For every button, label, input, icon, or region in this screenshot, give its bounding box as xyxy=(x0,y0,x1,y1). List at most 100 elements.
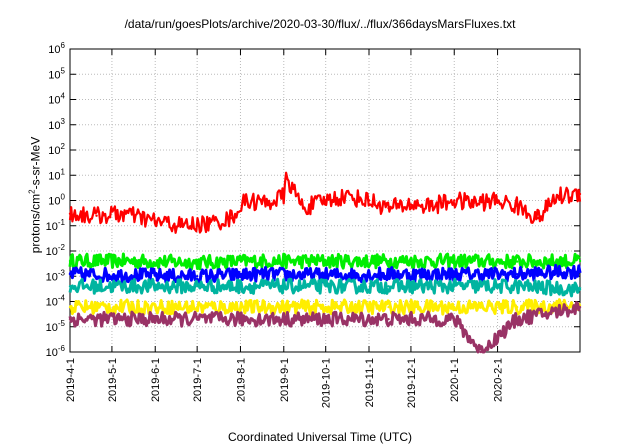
data-point xyxy=(387,305,390,309)
data-point xyxy=(258,305,262,309)
data-point xyxy=(195,317,199,321)
data-point xyxy=(515,305,519,309)
x-tick-label: 2019-6-1 xyxy=(150,358,162,402)
data-point xyxy=(95,214,98,217)
data-point xyxy=(130,274,133,277)
data-point xyxy=(195,261,199,264)
y-tick-label: 105 xyxy=(48,66,65,81)
x-tick-label: 2020-1-1 xyxy=(449,358,461,402)
data-point xyxy=(68,285,72,288)
data-point xyxy=(258,259,262,263)
x-tick-label: 2019-5-1 xyxy=(107,358,119,402)
data-point xyxy=(387,259,390,263)
data-point xyxy=(453,285,456,288)
data-point xyxy=(68,317,72,321)
data-point xyxy=(387,317,390,321)
y-tick-label: 100 xyxy=(48,193,65,208)
series-line xyxy=(69,298,581,316)
data-point xyxy=(68,212,72,215)
data-point xyxy=(324,274,327,277)
data-point xyxy=(387,285,390,288)
data-point xyxy=(68,259,72,263)
y-tick-label: 102 xyxy=(48,142,65,157)
data-point xyxy=(578,305,582,309)
x-tick-label: 2019-7-1 xyxy=(192,358,204,402)
y-tick-label: 10-4 xyxy=(46,294,66,309)
data-point xyxy=(536,216,540,220)
data-point xyxy=(556,194,559,198)
data-point xyxy=(578,288,582,291)
series-line xyxy=(68,301,581,354)
data-point xyxy=(258,317,262,321)
x-tick-label: 2019-8-1 xyxy=(235,358,247,402)
data-point xyxy=(515,204,519,208)
data-point xyxy=(68,305,72,309)
data-point xyxy=(324,199,327,202)
series-line xyxy=(68,171,582,234)
x-tick-label: 2019-11-1 xyxy=(364,358,376,407)
data-point xyxy=(195,305,199,309)
data-point xyxy=(578,259,582,263)
y-tick-label: 10-1 xyxy=(46,218,66,233)
data-point xyxy=(453,259,456,263)
data-point xyxy=(285,176,288,179)
x-tick-label: 2019-10-1 xyxy=(321,358,333,408)
data-point xyxy=(208,222,211,225)
x-tick-label: 2020-2-1 xyxy=(493,358,505,402)
data-point xyxy=(324,259,327,263)
y-tick-label: 103 xyxy=(48,117,65,132)
data-point xyxy=(367,199,371,202)
data-point xyxy=(229,216,232,220)
data-point xyxy=(130,285,133,288)
data-point xyxy=(515,285,519,288)
data-point xyxy=(515,260,519,263)
y-tick-label: 106 xyxy=(48,41,65,56)
data-point xyxy=(265,201,269,205)
y-tick-label: 10-2 xyxy=(46,243,66,258)
data-point xyxy=(387,206,390,210)
data-point xyxy=(130,259,133,263)
data-point xyxy=(68,273,72,276)
chart-title: /data/run/goesPlots/archive/2020-03-30/f… xyxy=(124,17,516,31)
data-point xyxy=(387,273,390,276)
x-tick-label: 2019-9-1 xyxy=(279,358,291,402)
data-point xyxy=(324,317,327,321)
data-point xyxy=(195,285,199,288)
data-point xyxy=(302,206,305,210)
data-point xyxy=(453,273,456,276)
data-point xyxy=(195,275,199,278)
x-tick-label: 2019-4-1 xyxy=(65,358,77,402)
data-point xyxy=(244,199,248,202)
data-point xyxy=(578,192,582,196)
data-point xyxy=(479,350,482,354)
data-point xyxy=(578,269,582,273)
data-point xyxy=(496,199,499,202)
data-point xyxy=(324,305,327,309)
y-tick-label: 104 xyxy=(48,92,65,107)
data-point xyxy=(130,317,133,321)
series-line xyxy=(68,277,582,298)
data-point xyxy=(258,273,262,276)
data-point xyxy=(258,285,262,288)
data-point xyxy=(429,204,432,208)
data-point xyxy=(130,305,133,309)
y-tick-label: 10-3 xyxy=(46,268,66,283)
data-point xyxy=(123,212,126,215)
data-point xyxy=(515,317,519,321)
data-point xyxy=(282,194,285,198)
data-point xyxy=(453,305,456,309)
data-point xyxy=(453,199,456,202)
y-tick-label: 10-6 xyxy=(46,344,66,359)
data-point xyxy=(472,201,476,205)
data-point xyxy=(453,317,456,321)
x-tick-label: 2019-12-1 xyxy=(406,358,418,408)
x-axis-label: Coordinated Universal Time (UTC) xyxy=(227,430,413,444)
data-point xyxy=(344,194,347,198)
y-tick-label: 101 xyxy=(48,167,65,182)
data-point xyxy=(180,224,183,227)
data-point xyxy=(515,273,519,276)
y-tick-label: 10-5 xyxy=(46,319,66,334)
data-point xyxy=(409,203,413,206)
